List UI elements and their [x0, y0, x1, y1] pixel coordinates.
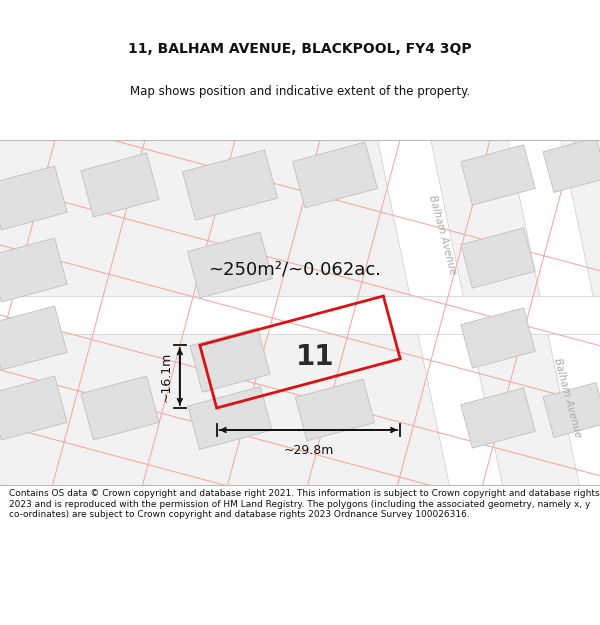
Polygon shape [81, 153, 159, 217]
Polygon shape [295, 379, 374, 441]
Text: ~29.8m: ~29.8m [283, 444, 334, 457]
Polygon shape [461, 145, 535, 205]
Polygon shape [0, 140, 600, 485]
Polygon shape [461, 228, 535, 288]
Polygon shape [188, 386, 272, 449]
Text: 11: 11 [296, 343, 334, 371]
Polygon shape [0, 238, 67, 302]
Polygon shape [0, 376, 67, 440]
Text: Map shows position and indicative extent of the property.: Map shows position and indicative extent… [130, 84, 470, 98]
Polygon shape [374, 115, 505, 510]
Text: ~250m²/~0.062ac.: ~250m²/~0.062ac. [209, 261, 382, 279]
Text: Contains OS data © Crown copyright and database right 2021. This information is : Contains OS data © Crown copyright and d… [9, 489, 599, 519]
Text: ~16.1m: ~16.1m [160, 351, 172, 402]
Polygon shape [182, 150, 278, 220]
Polygon shape [461, 388, 535, 448]
Polygon shape [0, 306, 67, 370]
Polygon shape [81, 376, 159, 440]
Polygon shape [461, 308, 535, 368]
Polygon shape [188, 232, 272, 298]
Polygon shape [543, 138, 600, 192]
Polygon shape [190, 328, 270, 392]
Text: Balham Avenue: Balham Avenue [428, 194, 458, 276]
Polygon shape [543, 382, 600, 438]
Polygon shape [0, 296, 600, 334]
Text: 11, BALHAM AVENUE, BLACKPOOL, FY4 3QP: 11, BALHAM AVENUE, BLACKPOOL, FY4 3QP [128, 42, 472, 56]
Polygon shape [0, 166, 67, 230]
Text: Balham Avenue: Balham Avenue [553, 357, 583, 439]
Polygon shape [505, 115, 600, 510]
Polygon shape [293, 142, 377, 208]
